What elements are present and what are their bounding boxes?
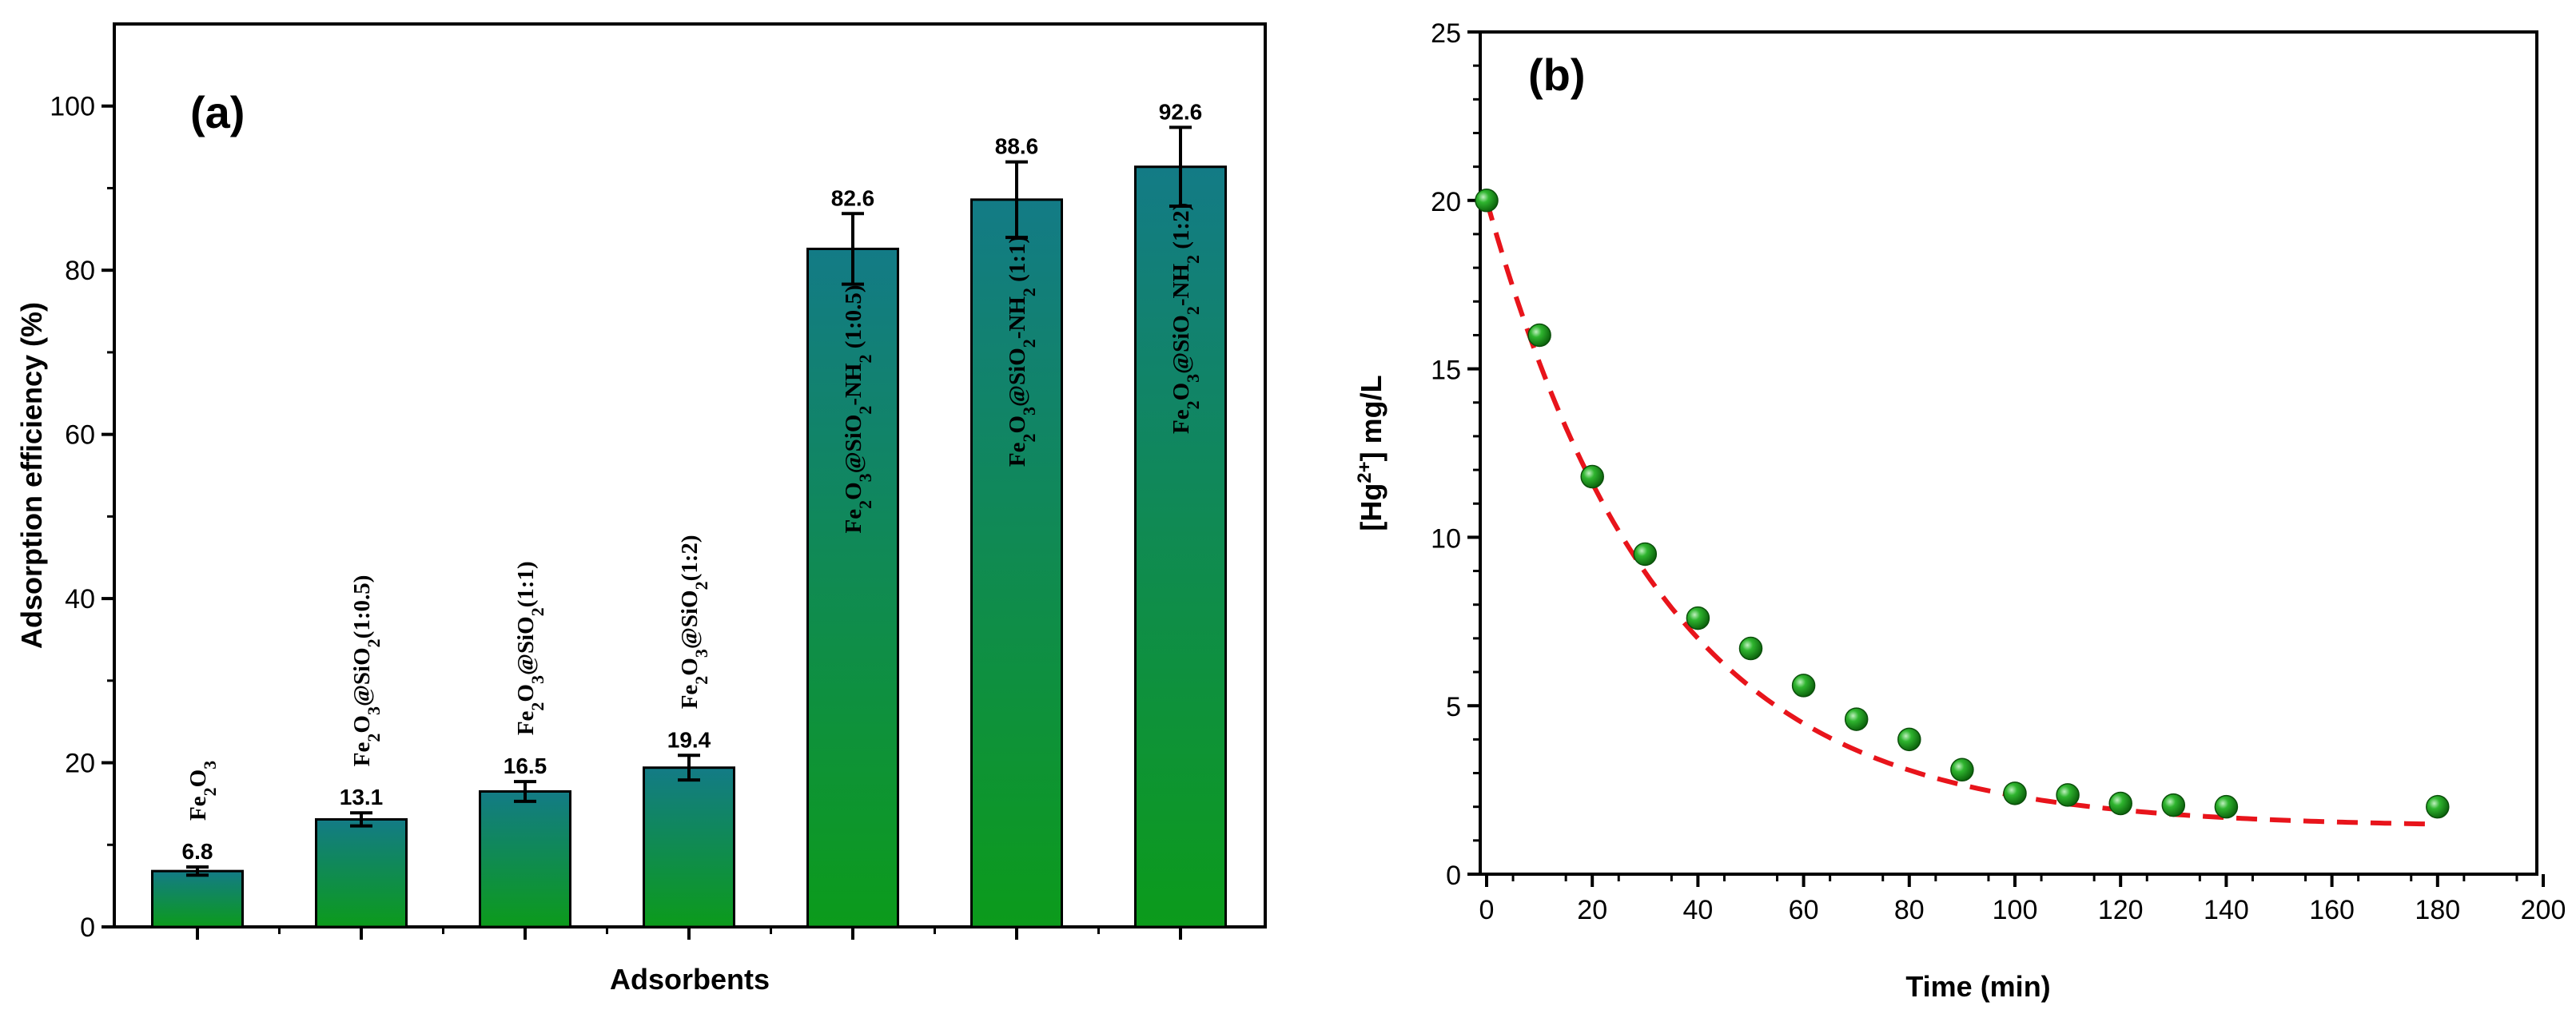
value-label-1: 13.1: [340, 785, 384, 809]
category-label-4: Fe2O3@SiO2-NH2 (1:0.5): [841, 284, 875, 533]
x-tick-label-b: 40: [1682, 895, 1713, 925]
y-tick-label-a: 40: [65, 584, 95, 614]
y-tick-label-b: 15: [1431, 356, 1461, 386]
data-point-4: [1686, 606, 1710, 630]
data-point-7: [1844, 707, 1869, 731]
y-tick-label-a: 60: [65, 420, 95, 451]
data-point-6: [1791, 674, 1816, 698]
bar-4: [806, 247, 899, 929]
data-point-13: [2161, 793, 2186, 817]
x-tick-label-b: 100: [1993, 895, 2038, 925]
x-tick-label-b: 180: [2415, 895, 2460, 925]
x-tick-label-b: 0: [1479, 895, 1495, 925]
y-tick-label-b: 5: [1446, 692, 1461, 722]
bar-6: [1134, 165, 1227, 929]
data-point-5: [1738, 636, 1763, 661]
fit-curve: [1484, 199, 2438, 827]
x-axis-title-b: Time (min): [1905, 970, 2050, 1003]
x-tick-label-b: 80: [1894, 895, 1925, 925]
data-point-10: [2003, 781, 2027, 805]
value-label-4: 82.6: [831, 185, 875, 210]
data-point-2: [1580, 464, 1604, 489]
x-tick-label-b: 120: [2098, 895, 2144, 925]
x-tick-label-b: 160: [2309, 895, 2355, 925]
bar-3: [643, 766, 735, 929]
panel-label-b: (b): [1528, 50, 1586, 100]
data-point-8: [1897, 727, 1921, 752]
y-axis-title-b: [Hg2+] mg/L: [1354, 375, 1388, 531]
bar-1: [315, 817, 408, 929]
data-point-0: [1475, 189, 1499, 213]
y-axis-title-a: Adsorption efficiency (%): [15, 302, 48, 649]
data-point-12: [2108, 791, 2132, 816]
category-label-2: Fe2O3@SiO2(1:1): [513, 561, 547, 735]
value-label-3: 19.4: [667, 727, 711, 752]
value-label-6: 92.6: [1159, 99, 1203, 124]
y-tick-label-b: 20: [1431, 187, 1461, 217]
category-label-5: Fe2O3@SiO2-NH2 (1:1): [1005, 236, 1039, 467]
x-tick-label-b: 200: [2521, 895, 2566, 925]
bar-2: [479, 790, 571, 929]
bar-0: [151, 869, 244, 929]
panel-a-bar-chart: (a) Adsorbents Adsorption efficiency (%)…: [15, 22, 1267, 996]
bar-5: [970, 198, 1063, 929]
data-point-11: [2056, 783, 2080, 807]
category-label-3: Fe2O3@SiO2(1:2): [677, 535, 711, 709]
y-tick-label-a: 20: [65, 749, 95, 779]
category-label-1: Fe2O3@SiO2(1:0.5): [349, 575, 384, 767]
data-point-9: [1950, 758, 1974, 782]
value-label-5: 88.6: [995, 134, 1039, 159]
data-point-15: [2426, 794, 2450, 819]
category-label-0: Fe2O3: [185, 761, 220, 821]
x-tick-label-b: 20: [1577, 895, 1607, 925]
y-tick-label-b: 0: [1446, 861, 1461, 891]
y-tick-label-a: 80: [65, 256, 95, 286]
y-tick-label-a: 100: [50, 92, 95, 122]
data-point-14: [2214, 794, 2239, 819]
y-tick-label-b: 10: [1431, 523, 1461, 554]
x-axis-title-a: Adsorbents: [610, 963, 770, 996]
y-tick-label-b: 25: [1431, 18, 1461, 49]
panel-label-a: (a): [190, 87, 245, 137]
plot-frame-b: [1479, 30, 2538, 876]
value-label-2: 16.5: [504, 754, 547, 778]
category-label-6: Fe2O3@SiO2-NH2 (1:2): [1169, 203, 1203, 434]
data-point-1: [1527, 323, 1551, 348]
data-point-3: [1633, 542, 1658, 567]
value-label-0: 6.8: [182, 839, 213, 864]
x-tick-label-b: 140: [2204, 895, 2249, 925]
y-tick-label-a: 0: [80, 913, 95, 943]
x-tick-label-b: 60: [1789, 895, 1819, 925]
panel-b-scatter-chart: (b) Time (min) [Hg2+] mg/L 0 5 10 15 20 25 0 20…: [1354, 18, 2566, 1003]
